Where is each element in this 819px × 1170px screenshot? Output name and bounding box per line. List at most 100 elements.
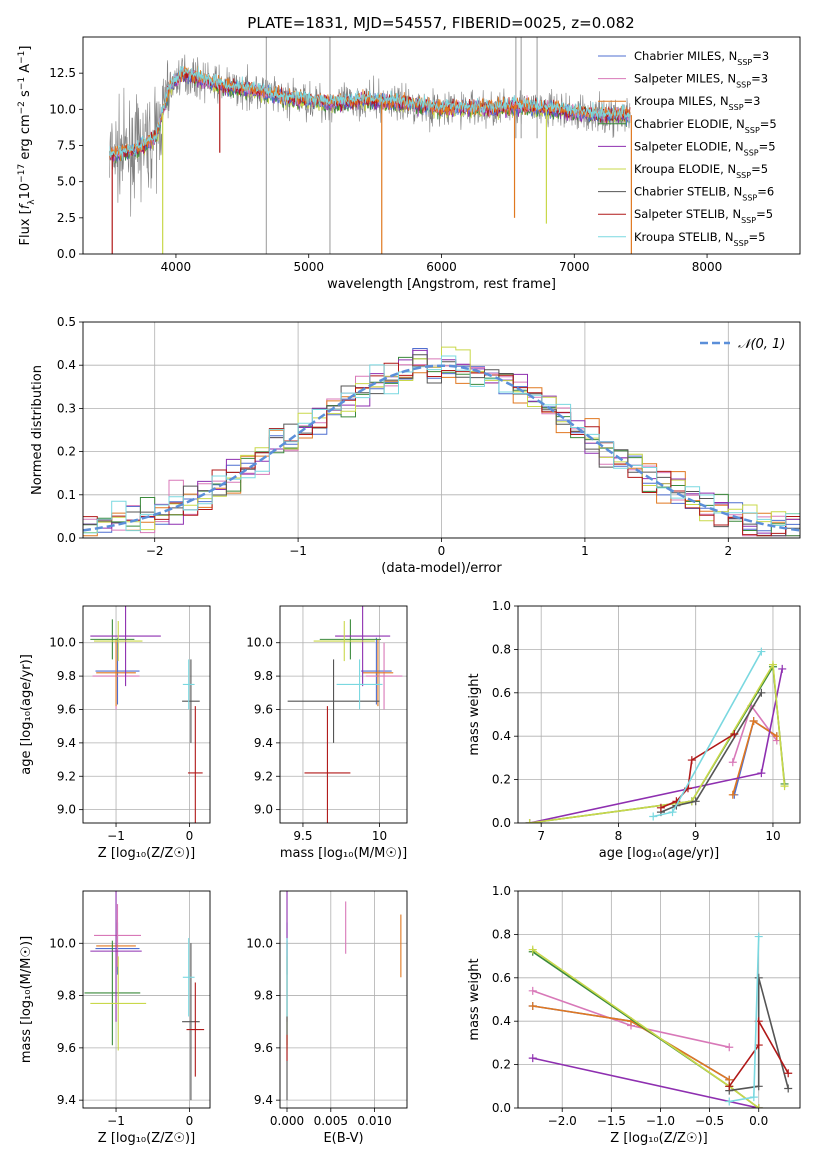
y-tick-label: 9.4 — [57, 1093, 76, 1107]
legend-label: Salpeter MILES, NSSP=3 — [634, 72, 768, 90]
weight-marker — [728, 790, 737, 799]
y-tick-label: 10.0 — [246, 636, 273, 650]
weight-line-salpeter-elodie — [532, 1057, 759, 1108]
y-tick-label: 10.0 — [246, 936, 273, 950]
errorbar-chabrier-elodie — [84, 940, 141, 1046]
chart-weight_vs_Z: −2.0 −1.5 −1.0 −0.5 0.0 0.0 0.2 0.4 0.6 0.8 1.0 Z [… — [467, 884, 801, 1146]
y-tick-label: 0.0 — [492, 816, 511, 830]
weight-marker — [668, 808, 677, 817]
weight-marker — [784, 1069, 793, 1078]
y-tick-label: 0.0 — [57, 247, 76, 261]
y-axis-label: mass weight — [467, 673, 482, 755]
x-tick-label: 0.005 — [314, 1114, 348, 1128]
y-tick-label: 1.0 — [492, 884, 511, 898]
x-axis-label: (data-model)/error — [381, 561, 502, 576]
page-title: PLATE=1831, MJD=54557, FIBERID=0025, z=0… — [247, 14, 634, 32]
errorbar-kroupa-stelib — [182, 659, 195, 710]
x-tick-label: 7 — [537, 829, 545, 843]
y-tick-label: 9.4 — [254, 736, 273, 750]
x-tick-label: 9 — [692, 829, 700, 843]
weight-line-kroupa-elodie — [532, 948, 760, 1108]
legend-gaussian-label: 𝒩(0, 1) — [738, 337, 785, 352]
x-tick-label: −1 — [107, 829, 125, 843]
errorbar-salpeter-miles — [94, 904, 141, 967]
chart-mass_vs_EBV: 0.000 0.005 0.010 9.4 9.6 9.8 10.0 E(B-V) — [246, 890, 408, 1146]
y-tick-label: 0.6 — [492, 971, 511, 985]
errorbar-salpeter-stelib — [187, 706, 203, 823]
x-tick-label: −1 — [107, 1114, 125, 1128]
x-tick-label: 10 — [372, 829, 387, 843]
legend-label: Chabrier STELIB, NSSP=6 — [634, 185, 774, 203]
weight_vs_Z-plot-area — [518, 891, 800, 1108]
errorbar-kroupa-stelib — [182, 938, 195, 1017]
weight-marker — [754, 973, 763, 982]
y-tick-label: 1.0 — [492, 599, 511, 613]
y-tick-label: 10.0 — [49, 102, 76, 116]
weight-marker — [749, 717, 758, 726]
y-tick-label: 0.0 — [57, 531, 76, 545]
age_vs_Z-plot-area — [83, 606, 210, 823]
residual_hist-plot-area — [83, 322, 800, 538]
chart-residual_hist: −2 −1 0 1 2 0.0 0.1 0.2 0.3 0.4 0.5 (data-model)/er… — [30, 315, 801, 576]
y-tick-label: 9.4 — [254, 1093, 273, 1107]
weight-marker — [687, 756, 696, 765]
legend-label: Chabrier MILES, NSSP=3 — [634, 49, 769, 67]
chart-spectrum: 4000 5000 6000 7000 8000 0.0 2.5 5.0 7.5 10.0 12.5… — [17, 36, 801, 292]
weight-marker — [728, 758, 737, 767]
x-tick-label: 0.010 — [357, 1114, 391, 1128]
age_vs_mass-plot-area — [280, 606, 407, 823]
y-tick-label: 2.5 — [57, 211, 76, 225]
weight-marker — [757, 688, 766, 697]
legend-label: Chabrier ELODIE, NSSP=5 — [634, 117, 777, 135]
weight-marker — [754, 1082, 763, 1091]
x-tick-label: 6000 — [426, 260, 457, 274]
errorbar-kroupa-elodie — [313, 621, 375, 662]
y-tick-label: 12.5 — [49, 66, 76, 80]
axes-frame — [517, 890, 801, 1109]
y-tick-label: 0.3 — [57, 401, 76, 415]
y-tick-label: 0.2 — [57, 445, 76, 459]
x-axis-label: Z [log₁₀(Z/Z☉)] — [98, 1131, 195, 1146]
weight-line-chabrier-elodie — [532, 951, 760, 1108]
weight-marker — [725, 1082, 734, 1091]
y-tick-label: 9.0 — [57, 803, 76, 817]
weight-marker — [780, 782, 789, 791]
x-axis-label: mass [log₁₀(M/M☉)] — [280, 846, 407, 861]
axes-frame — [82, 890, 211, 1109]
weight-marker — [749, 1093, 758, 1102]
y-tick-label: 9.8 — [57, 669, 76, 683]
y-tick-label: 0.4 — [492, 729, 511, 743]
x-tick-label: 0 — [186, 829, 194, 843]
errorbar-chabrier-stelib — [182, 659, 200, 743]
weight-marker — [725, 1097, 734, 1106]
weight-marker — [649, 812, 658, 821]
weight-line-chabrier-stelib — [660, 692, 763, 813]
y-tick-label: 0.8 — [492, 927, 511, 941]
model-spectrum-kroupa-miles — [109, 66, 631, 162]
spectrum-legend: Chabrier MILES, NSSP=3 Salpeter MILES, NS… — [598, 49, 777, 247]
errorbar-chabrier-stelib — [182, 943, 200, 1101]
y-tick-label: 9.6 — [254, 702, 273, 716]
x-tick-label: 5000 — [293, 260, 324, 274]
x-tick-label: −1 — [289, 544, 307, 558]
y-tick-label: 9.6 — [57, 1041, 76, 1055]
y-tick-label: 9.6 — [57, 702, 76, 716]
weight-marker — [757, 647, 766, 656]
spectrum-plot-area — [109, 37, 632, 254]
weight-marker — [778, 664, 787, 673]
chart-age_vs_Z: −1 0 9.0 9.2 9.4 9.6 9.8 10.0 Z [log₁₀(Z/Z☉)] age… — [19, 605, 211, 861]
errorbar-salpeter-stelib — [186, 982, 205, 1077]
weight-marker — [784, 1084, 793, 1093]
x-tick-label: −0.5 — [695, 1114, 724, 1128]
y-tick-label: 10.0 — [49, 936, 76, 950]
errorbar-chabrier-miles — [361, 637, 392, 705]
y-tick-label: 9.4 — [57, 736, 76, 750]
x-axis-label: wavelength [Angstrom, rest frame] — [327, 277, 556, 292]
weight-line-kroupa-elodie — [529, 662, 786, 823]
axes-frame — [517, 605, 801, 824]
weight-marker — [528, 945, 537, 954]
y-tick-label: 0.4 — [57, 358, 76, 372]
chart-weight_vs_age: 7 8 9 10 0.0 0.2 0.4 0.6 0.8 1.0 age [log₁₀(age/yr… — [467, 599, 801, 861]
histogram-kroupa-stelib — [83, 355, 800, 534]
